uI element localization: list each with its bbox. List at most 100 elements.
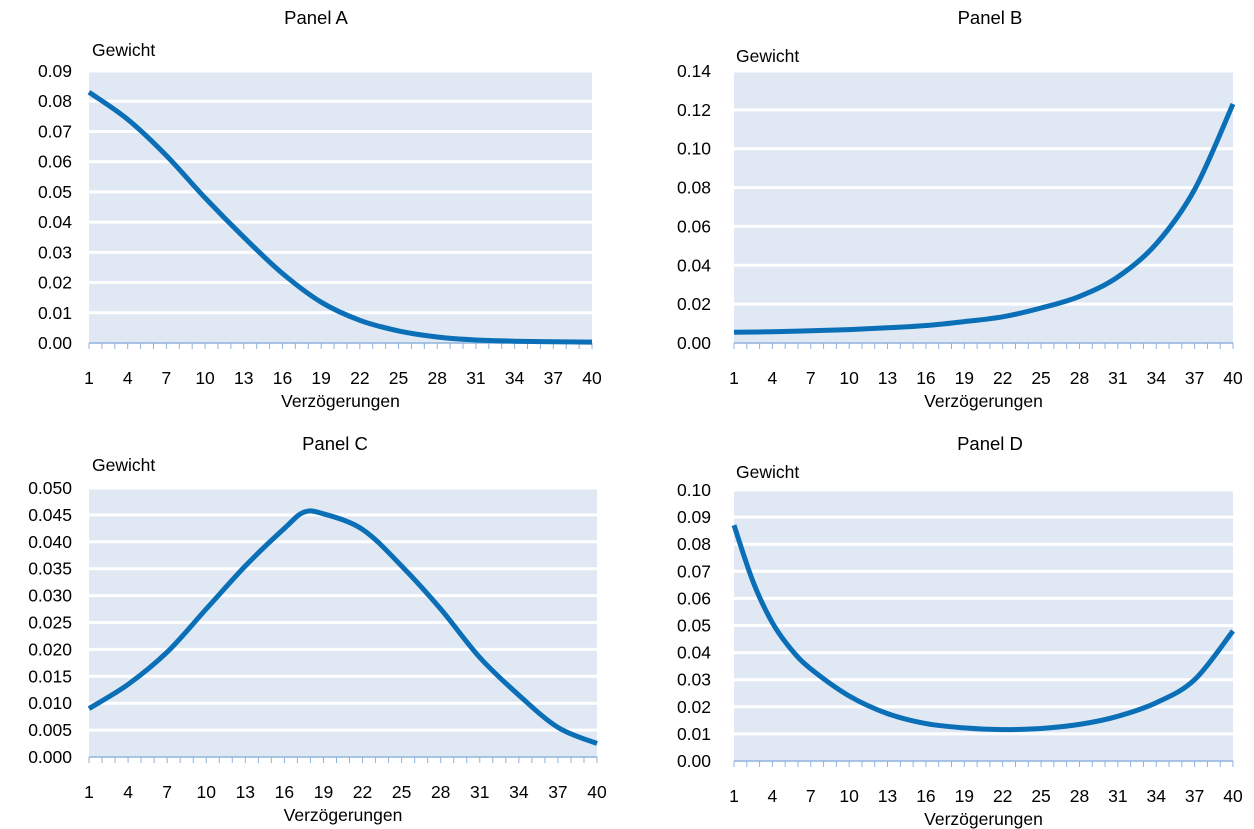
series-line bbox=[731, 524, 1235, 733]
series-line bbox=[87, 90, 593, 345]
x-axis-title: Verzögerungen bbox=[281, 391, 400, 411]
x-tick-label: 22 bbox=[353, 782, 372, 802]
x-tick-label: 19 bbox=[314, 782, 333, 802]
x-tick-label: 34 bbox=[1146, 368, 1166, 388]
y-tick-label: 0.02 bbox=[38, 273, 72, 293]
y-tick-label: 0.035 bbox=[28, 559, 72, 579]
y-tick-label: 0.08 bbox=[677, 178, 711, 198]
y-tick-label: 0.03 bbox=[677, 670, 711, 690]
x-tick-label: 25 bbox=[1031, 368, 1050, 388]
x-tick-label: 37 bbox=[544, 368, 563, 388]
y-tick-label: 0.02 bbox=[677, 294, 711, 314]
x-tick-label: 13 bbox=[236, 782, 255, 802]
x-tick-label: 4 bbox=[768, 786, 778, 806]
chart-panel-d: 0.00 0.01 0.02 0.03 0.04 0.05 0.06 0.07 0.08 0.09… bbox=[677, 433, 1243, 829]
x-tick-label: 28 bbox=[1070, 786, 1089, 806]
panel-title: Panel C bbox=[302, 433, 368, 454]
x-tick-label: 4 bbox=[123, 368, 133, 388]
y-tick-label: 0.07 bbox=[38, 121, 72, 141]
x-axis-title: Verzögerungen bbox=[924, 809, 1043, 829]
y-tick-label: 0.05 bbox=[677, 616, 711, 636]
x-tick-label: 25 bbox=[392, 782, 411, 802]
chart-panel-c: 0.000 0.005 0.010 0.015 0.020 0.025 0.030 0.035… bbox=[28, 433, 607, 825]
x-tick-label: 1 bbox=[729, 368, 739, 388]
series-line bbox=[733, 102, 1236, 335]
x-tick-label: 40 bbox=[1223, 368, 1243, 388]
y-axis-label: Gewicht bbox=[736, 462, 799, 482]
x-tick-label: 19 bbox=[311, 368, 330, 388]
panel-title: Panel D bbox=[957, 433, 1023, 454]
y-tick-label: 0.040 bbox=[28, 532, 72, 552]
y-tick-label: 0.06 bbox=[677, 588, 711, 608]
y-tick-label: 0.08 bbox=[677, 534, 711, 554]
x-tick-label: 34 bbox=[1146, 786, 1166, 806]
x-tick-label: 28 bbox=[431, 782, 450, 802]
x-tick-label: 1 bbox=[84, 782, 94, 802]
y-tick-label: 0.06 bbox=[677, 216, 711, 236]
y-tick-label: 0.01 bbox=[38, 303, 72, 323]
y-tick-label: 0.025 bbox=[28, 613, 72, 633]
series-line bbox=[87, 508, 598, 746]
y-tick-label: 0.04 bbox=[38, 212, 72, 232]
y-tick-label: 0.020 bbox=[28, 639, 72, 659]
y-tick-label: 0.01 bbox=[677, 724, 711, 744]
x-tick-label: 28 bbox=[1070, 368, 1089, 388]
y-tick-label: 0.09 bbox=[38, 61, 72, 81]
x-tick-label: 7 bbox=[806, 786, 816, 806]
x-tick-label: 10 bbox=[839, 786, 859, 806]
y-axis-label: Gewicht bbox=[736, 46, 799, 66]
y-tick-label: 0.04 bbox=[677, 255, 711, 275]
y-axis-label: Gewicht bbox=[92, 40, 155, 60]
y-tick-label: 0.045 bbox=[28, 505, 72, 525]
y-tick-label: 0.10 bbox=[677, 139, 711, 159]
plot-area bbox=[734, 71, 1233, 343]
x-tick-label: 16 bbox=[916, 786, 935, 806]
x-tick-label: 40 bbox=[1223, 786, 1243, 806]
x-tick-label: 16 bbox=[273, 368, 292, 388]
x-tick-label: 22 bbox=[993, 368, 1012, 388]
y-tick-label: 0.010 bbox=[28, 693, 72, 713]
y-tick-label: 0.10 bbox=[677, 480, 711, 500]
y-tick-label: 0.05 bbox=[38, 182, 72, 202]
y-tick-label: 0.04 bbox=[677, 643, 711, 663]
x-tick-label: 16 bbox=[275, 782, 294, 802]
plot-area bbox=[89, 71, 592, 343]
y-tick-label: 0.12 bbox=[677, 100, 711, 120]
x-tick-label: 16 bbox=[916, 368, 935, 388]
x-tick-label: 7 bbox=[806, 368, 816, 388]
x-axis-title: Verzögerungen bbox=[924, 391, 1043, 411]
x-tick-label: 4 bbox=[768, 368, 778, 388]
x-tick-label: 40 bbox=[587, 782, 607, 802]
x-tick-label: 4 bbox=[123, 782, 133, 802]
x-tick-label: 31 bbox=[470, 782, 489, 802]
y-tick-label: 0.050 bbox=[28, 478, 72, 498]
y-tick-label: 0.030 bbox=[28, 586, 72, 606]
y-tick-label: 0.14 bbox=[677, 61, 711, 81]
x-tick-label: 31 bbox=[1108, 368, 1127, 388]
x-tick-label: 13 bbox=[878, 368, 897, 388]
x-tick-label: 31 bbox=[1108, 786, 1127, 806]
x-tick-label: 37 bbox=[1185, 368, 1204, 388]
y-tick-label: 0.00 bbox=[38, 333, 72, 353]
y-axis-label: Gewicht bbox=[92, 455, 155, 475]
x-tick-label: 34 bbox=[509, 782, 529, 802]
y-tick-label: 0.00 bbox=[677, 751, 711, 771]
y-tick-label: 0.00 bbox=[677, 333, 711, 353]
x-tick-label: 10 bbox=[839, 368, 859, 388]
y-tick-label: 0.02 bbox=[677, 697, 711, 717]
panel-title: Panel B bbox=[958, 7, 1023, 28]
y-tick-label: 0.07 bbox=[677, 561, 711, 581]
y-tick-label: 0.000 bbox=[28, 747, 72, 767]
x-tick-label: 25 bbox=[389, 368, 408, 388]
x-tick-label: 31 bbox=[466, 368, 485, 388]
x-tick-label: 7 bbox=[162, 782, 172, 802]
x-tick-label: 22 bbox=[993, 786, 1012, 806]
x-tick-label: 25 bbox=[1031, 786, 1050, 806]
x-tick-label: 37 bbox=[1185, 786, 1204, 806]
x-tick-label: 10 bbox=[196, 782, 216, 802]
x-tick-label: 37 bbox=[548, 782, 567, 802]
x-tick-label: 13 bbox=[878, 786, 897, 806]
x-tick-label: 7 bbox=[162, 368, 172, 388]
x-tick-label: 1 bbox=[84, 368, 94, 388]
